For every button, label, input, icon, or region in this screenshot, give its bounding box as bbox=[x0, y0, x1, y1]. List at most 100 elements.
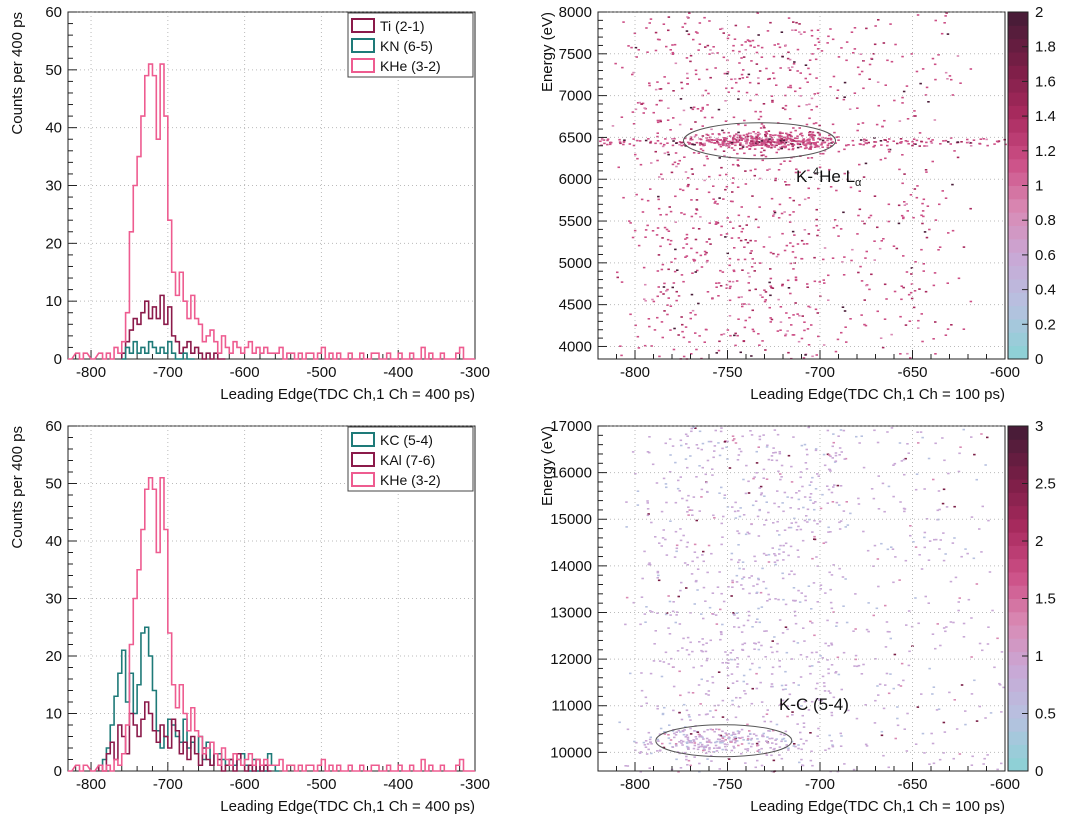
heatmap-pixel bbox=[964, 723, 967, 726]
heatmap-pixel bbox=[748, 275, 751, 278]
heatmap-pixel bbox=[914, 546, 918, 548]
heatmap-pixel bbox=[662, 293, 665, 295]
heatmap-pixel bbox=[727, 659, 730, 661]
heatmap-pixel bbox=[816, 48, 820, 50]
heatmap-pixel bbox=[805, 143, 808, 145]
heatmap-pixel bbox=[729, 334, 732, 337]
heatmap-pixel bbox=[746, 735, 750, 738]
heatmap-pixel bbox=[953, 505, 956, 508]
heatmap-pixel bbox=[987, 626, 990, 628]
heatmap-pixel bbox=[650, 743, 653, 745]
heatmap-pixel bbox=[713, 730, 716, 733]
heatmap-pixel bbox=[798, 140, 801, 142]
colorbar-bin bbox=[1008, 105, 1028, 120]
heatmap-pixel bbox=[894, 556, 897, 558]
heatmap-pixel bbox=[883, 510, 886, 513]
heatmap-pixel bbox=[677, 729, 681, 732]
heatmap-pixel bbox=[758, 177, 762, 180]
heatmap-pixel bbox=[737, 318, 740, 320]
heatmap-pixel bbox=[784, 104, 788, 107]
heatmap-pixel bbox=[677, 334, 680, 336]
heatmap-pixel bbox=[827, 468, 831, 471]
y-tick-label: 20 bbox=[45, 235, 62, 252]
heatmap-pixel bbox=[808, 139, 811, 141]
heatmap-pixel bbox=[905, 750, 909, 752]
heatmap-pixel bbox=[732, 731, 735, 734]
heatmap-pixel bbox=[764, 519, 768, 521]
heatmap-pixel bbox=[781, 577, 785, 580]
legend: KC (5-4)KAl (7-6)KHe (3-2) bbox=[347, 426, 474, 492]
heatmap-pixel bbox=[624, 765, 627, 767]
heatmap-pixel bbox=[854, 628, 857, 630]
heatmap-pixel bbox=[797, 684, 800, 686]
heatmap-pixel bbox=[915, 473, 919, 475]
heatmap-pixel bbox=[794, 622, 798, 625]
heatmap-pixel bbox=[783, 734, 786, 736]
heatmap-pixel bbox=[792, 587, 796, 589]
heatmap-pixel bbox=[701, 106, 704, 109]
heatmap-pixel bbox=[762, 434, 765, 436]
heatmap-pixel bbox=[894, 737, 897, 740]
heatmap-pixel bbox=[916, 431, 919, 433]
x-tick-label: -600 bbox=[990, 364, 1020, 381]
heatmap-pixel bbox=[660, 99, 663, 102]
heatmap-pixel bbox=[841, 576, 845, 578]
heatmap-pixel bbox=[770, 673, 774, 675]
heatmap-pixel bbox=[781, 283, 784, 286]
heatmap-pixel bbox=[770, 140, 773, 143]
heatmap-pixel bbox=[862, 176, 866, 178]
heatmap-pixel bbox=[743, 258, 747, 261]
heatmap-pixel bbox=[656, 570, 660, 573]
y-tick-label: 15000 bbox=[550, 511, 592, 528]
heatmap-pixel bbox=[690, 509, 694, 511]
heatmap-pixel bbox=[939, 644, 942, 647]
heatmap-pixel bbox=[640, 198, 644, 201]
heatmap-pixel bbox=[911, 144, 914, 147]
heatmap-pixel bbox=[920, 313, 923, 315]
heatmap-pixel bbox=[713, 202, 717, 204]
heatmap-pixel bbox=[818, 137, 821, 140]
heatmap-pixel bbox=[902, 458, 906, 461]
heatmap-pixel bbox=[720, 225, 723, 228]
heatmap-pixel bbox=[775, 723, 779, 726]
heatmap-pixel bbox=[830, 740, 833, 742]
heatmap-pixel bbox=[653, 643, 656, 645]
heatmap-pixel bbox=[655, 482, 659, 484]
heatmap-pixel bbox=[739, 134, 742, 137]
heatmap-pixel bbox=[743, 138, 747, 140]
heatmap-pixel bbox=[978, 705, 981, 708]
heatmap-pixel bbox=[689, 317, 692, 320]
heatmap-pixel bbox=[865, 628, 869, 631]
heatmap-pixel bbox=[713, 450, 716, 452]
heatmap-pixel bbox=[758, 438, 762, 441]
heatmap-pixel bbox=[671, 286, 674, 289]
heatmap-pixel bbox=[843, 81, 847, 84]
heatmap-pixel bbox=[650, 752, 653, 755]
heatmap-pixel bbox=[674, 743, 678, 746]
heatmap-pixel bbox=[862, 530, 865, 533]
colorbar-tick-label: 1 bbox=[1035, 178, 1043, 195]
heatmap-pixel bbox=[788, 317, 791, 319]
heatmap-pixel bbox=[711, 116, 714, 119]
heatmap-pixel bbox=[741, 146, 745, 148]
heatmap-pixel bbox=[648, 82, 651, 84]
heatmap-pixel bbox=[754, 621, 758, 623]
heatmap-pixel bbox=[757, 131, 760, 134]
heatmap-pixel bbox=[876, 81, 880, 83]
heatmap-pixel bbox=[706, 139, 709, 141]
heatmap-pixel bbox=[757, 641, 761, 644]
heatmap-pixel bbox=[944, 334, 948, 336]
heatmap-pixel bbox=[689, 727, 692, 730]
colorbar-bin bbox=[1008, 25, 1028, 40]
heatmap-pixel bbox=[725, 287, 728, 289]
heatmap-pixel bbox=[769, 285, 772, 287]
heatmap-pixel bbox=[811, 476, 814, 479]
heatmap-pixel bbox=[925, 141, 928, 144]
heatmap-pixel bbox=[706, 713, 709, 715]
heatmap-pixel bbox=[862, 143, 865, 146]
heatmap-pixel bbox=[826, 659, 829, 661]
heatmap-pixel bbox=[809, 144, 813, 147]
heatmap-pixel bbox=[752, 733, 756, 735]
heatmap-pixel bbox=[736, 530, 739, 532]
heatmap-pixel bbox=[872, 497, 876, 500]
